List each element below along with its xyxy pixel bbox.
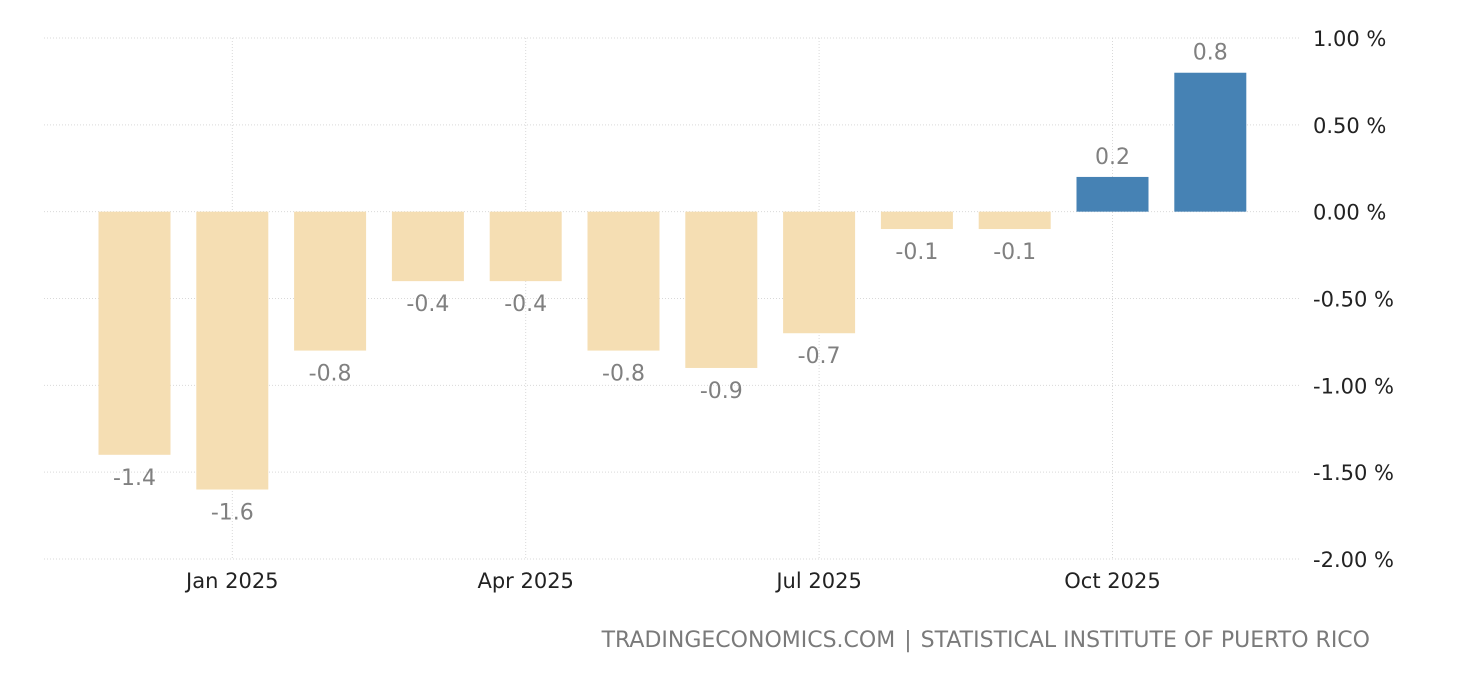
source-credit: TRADINGECONOMICS.COM | STATISTICAL INSTI… — [602, 628, 1370, 653]
data-label: 0.8 — [1193, 41, 1228, 66]
y-tick-label: 0.00 % — [1313, 201, 1386, 225]
data-label: -0.8 — [309, 362, 352, 387]
x-axis: Jan 2025 Apr 2025 Jul 2025 Oct 2025 — [184, 569, 1161, 593]
bar — [880, 211, 953, 230]
source-site: TRADINGECONOMICS.COM — [601, 628, 896, 653]
y-axis: 1.00 % 0.50 % 0.00 % -0.50 % -1.00 % -1.50 % -… — [1313, 27, 1394, 572]
y-tick-label: -1.00 % — [1313, 374, 1394, 398]
bars — [98, 72, 1247, 490]
bar — [1076, 176, 1149, 212]
bar — [391, 211, 464, 282]
bar — [98, 211, 171, 455]
x-tick-label: Apr 2025 — [477, 569, 573, 593]
bar — [978, 211, 1051, 230]
y-tick-label: 0.50 % — [1313, 114, 1386, 138]
data-label: -0.1 — [895, 240, 938, 265]
data-label: -0.7 — [798, 344, 841, 369]
data-labels: -1.4 -1.6 -0.8 -0.4 -0.4 -0.8 -0.9 -0.7 -0.1 -0.1… — [113, 41, 1228, 526]
x-tick-label: Jul 2025 — [774, 569, 861, 593]
data-label: -0.4 — [406, 292, 449, 317]
data-label: -0.4 — [504, 292, 547, 317]
data-label: -1.4 — [113, 466, 156, 491]
bar — [196, 211, 269, 490]
source-separator: | — [904, 628, 912, 653]
bar — [685, 211, 758, 368]
bar — [587, 211, 660, 351]
data-label: -1.6 — [211, 501, 254, 526]
x-tick-label: Oct 2025 — [1064, 569, 1160, 593]
y-tick-label: 1.00 % — [1313, 27, 1386, 51]
data-label: -0.1 — [993, 240, 1036, 265]
bar — [294, 211, 367, 351]
y-tick-label: -2.00 % — [1313, 548, 1394, 572]
bar — [1174, 72, 1247, 212]
source-provider: STATISTICAL INSTITUTE OF PUERTO RICO — [920, 628, 1370, 653]
bar — [489, 211, 562, 282]
data-label: 0.2 — [1095, 145, 1130, 170]
data-label: -0.8 — [602, 362, 645, 387]
grid-lines — [44, 37, 1300, 560]
bar — [783, 211, 856, 334]
y-tick-label: -1.50 % — [1313, 461, 1394, 485]
y-tick-label: -0.50 % — [1313, 288, 1394, 312]
data-label: -0.9 — [700, 379, 743, 404]
x-tick-label: Jan 2025 — [184, 569, 279, 593]
